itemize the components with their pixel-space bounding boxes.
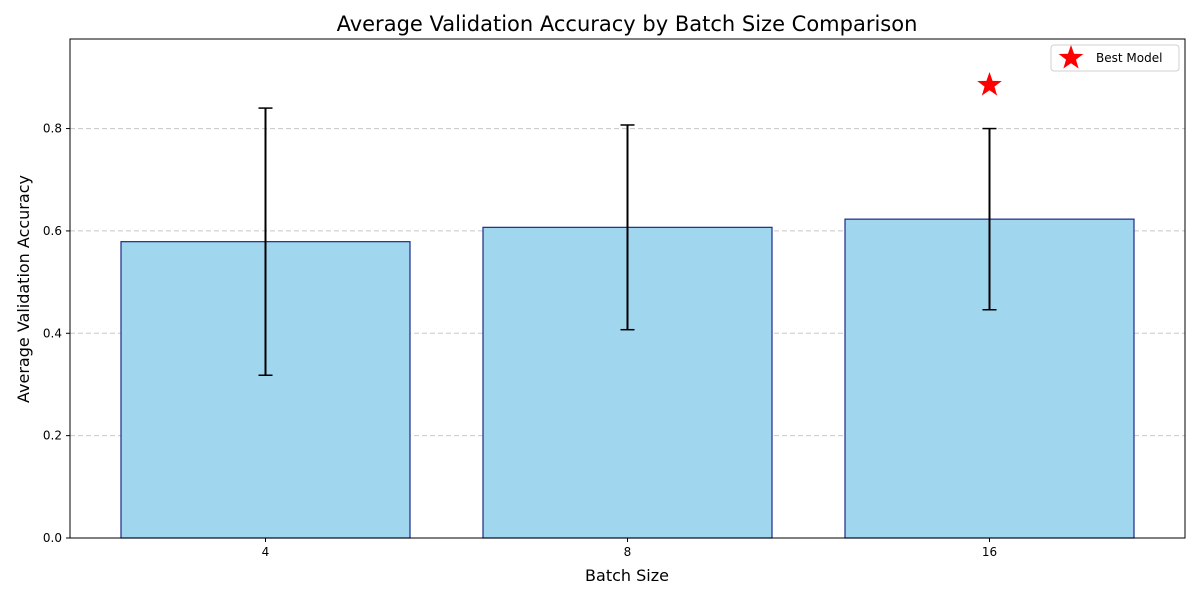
best-model-star-icon	[977, 72, 1002, 96]
y-tick-label: 0.8	[43, 122, 62, 136]
y-tick-label: 0.6	[43, 224, 62, 238]
y-tick-label: 0.2	[43, 429, 62, 443]
chart-title: Average Validation Accuracy by Batch Siz…	[337, 12, 918, 36]
x-tick-label: 4	[262, 545, 270, 559]
x-tick-label: 16	[982, 545, 997, 559]
best-model-marker-layer	[977, 72, 1002, 96]
x-axis-label: Batch Size	[585, 566, 669, 585]
legend-box	[1050, 44, 1180, 72]
error-bars	[258, 107, 997, 376]
legend-entry-label: Best Model	[1096, 51, 1162, 65]
x-tick-label: 8	[624, 545, 632, 559]
legend: Best Model	[1050, 44, 1180, 72]
x-axis-ticks: 4 8 16	[262, 538, 997, 559]
legend-star-icon	[1058, 45, 1084, 69]
y-tick-label: 0.0	[43, 531, 62, 545]
y-axis-label: Average Validation Accuracy	[14, 175, 33, 403]
y-tick-label: 0.4	[43, 326, 62, 340]
y-axis-ticks: 0.0 0.2 0.4 0.6 0.8	[43, 122, 70, 545]
